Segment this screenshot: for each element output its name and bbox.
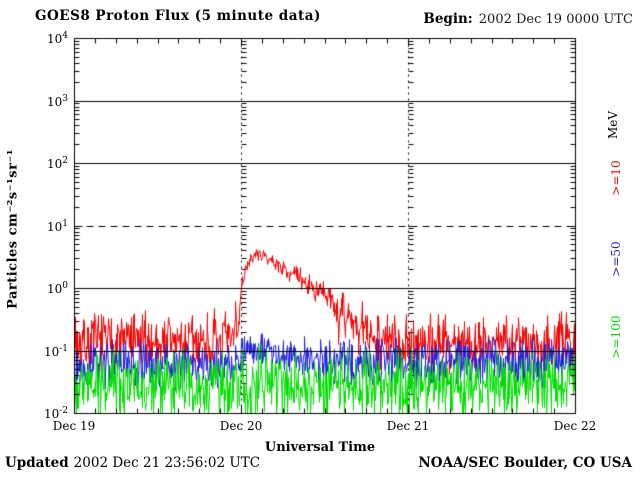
legend-ge10-label: >=10: [609, 160, 623, 196]
updated-value: 2002 Dec 21 23:56:02 UTC: [73, 455, 261, 471]
begin-value: 2002 Dec 19 0000 UTC: [478, 12, 633, 27]
updated-timestamp: Updated 2002 Dec 21 23:56:02 UTC: [5, 455, 260, 471]
legend-ge100-label: >=100: [609, 315, 623, 359]
x-axis-label: Universal Time: [264, 440, 376, 455]
y-tick-label: 104: [46, 31, 68, 46]
y-tick-label: 103: [46, 93, 68, 109]
y-tick-label: 101: [46, 218, 68, 234]
y-axis-label: Particles cm⁻²s⁻¹sr⁻¹: [5, 149, 21, 309]
begin-time: Begin: 2002 Dec 19 0000 UTC: [423, 11, 633, 27]
y-tick-label: 10-1: [43, 343, 68, 359]
y-tick-label: 10-2: [43, 406, 68, 421]
y-tick-label: 102: [46, 156, 68, 171]
x-tick-label: Dec 20: [219, 419, 263, 433]
credit-text: NOAA/SEC Boulder, CO USA: [418, 455, 632, 471]
right-axis-units-label: MeV: [606, 110, 620, 140]
x-tick-label: Dec 22: [553, 419, 597, 433]
y-tick-label: 100: [46, 281, 68, 296]
begin-label: Begin:: [423, 11, 473, 27]
x-tick-label: Dec 21: [386, 419, 430, 433]
x-tick-label: Dec 19: [52, 419, 96, 433]
chart-title: GOES8 Proton Flux (5 minute data): [35, 8, 321, 24]
updated-label: Updated: [5, 455, 69, 471]
legend-ge50-label: >=50: [609, 241, 623, 277]
